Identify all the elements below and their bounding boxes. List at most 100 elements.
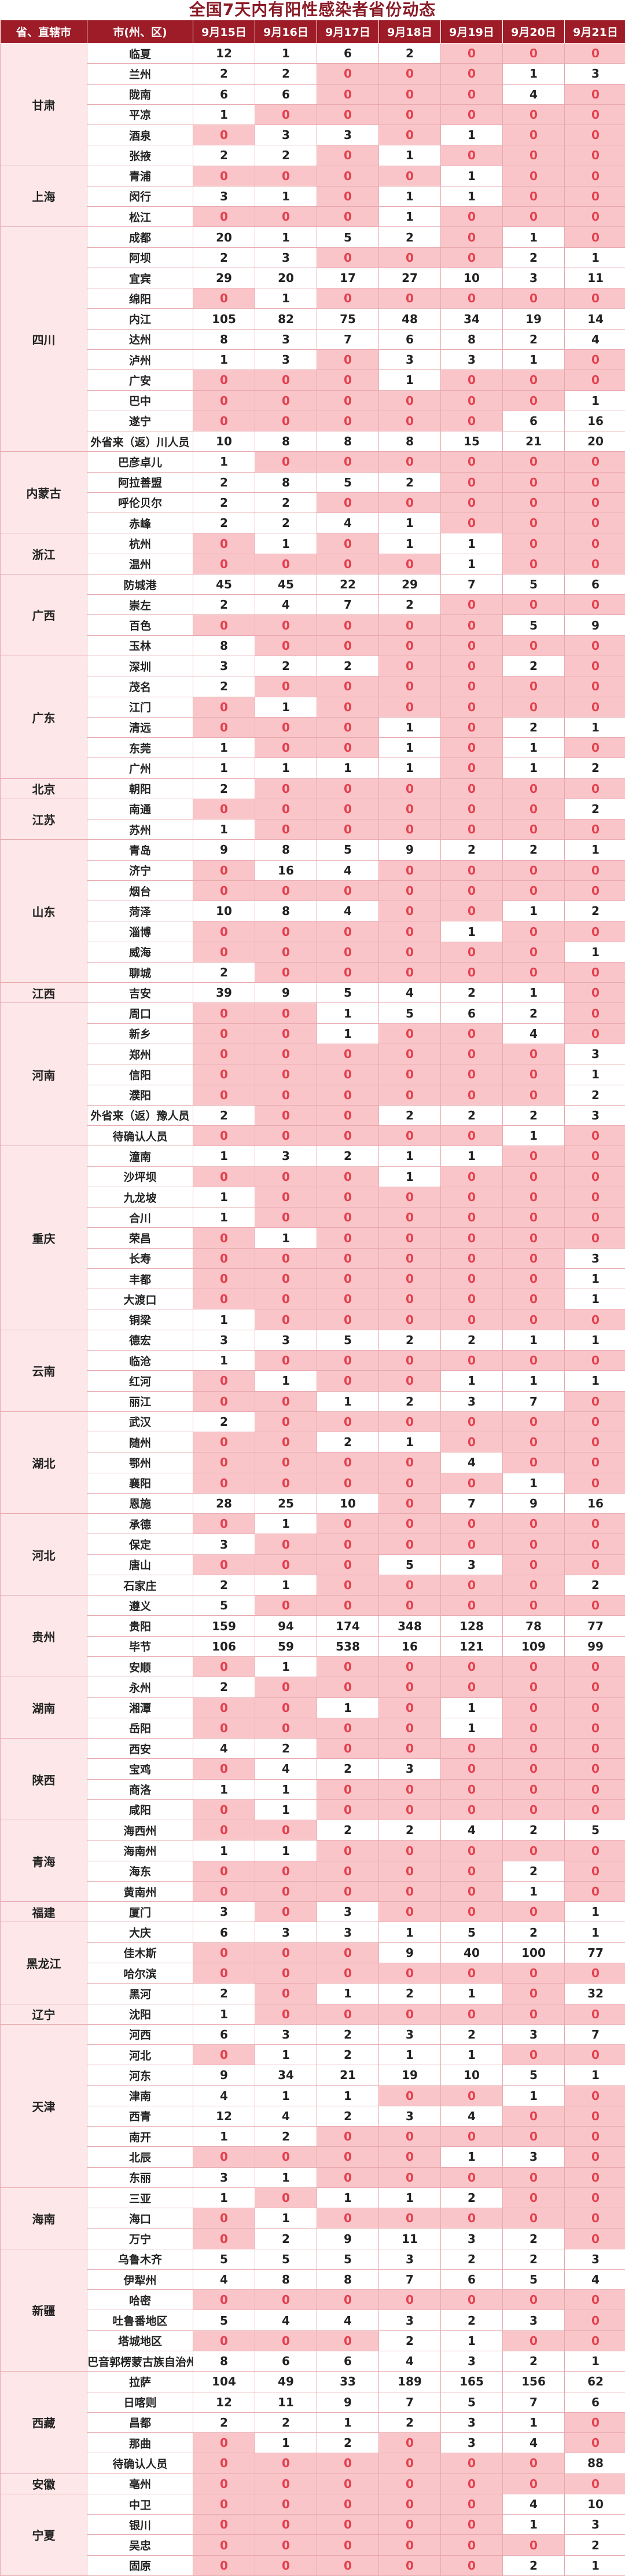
count-cell: 0: [503, 2167, 565, 2187]
count-cell: 0: [379, 901, 441, 921]
count-cell: 0: [255, 2187, 317, 2208]
count-cell: 3: [193, 186, 255, 206]
count-cell: 0: [317, 145, 379, 166]
city-cell: 松江: [87, 207, 193, 227]
count-cell: 1: [379, 1922, 441, 1942]
count-cell: 0: [565, 2473, 625, 2494]
city-cell: 陇南: [87, 84, 193, 104]
count-cell: 0: [379, 125, 441, 145]
count-cell: 0: [379, 288, 441, 309]
province-cell: 甘肃: [1, 43, 87, 166]
count-cell: 0: [441, 513, 503, 533]
count-cell: 0: [565, 1309, 625, 1330]
count-cell: 0: [565, 207, 625, 227]
city-cell: 中卫: [87, 2494, 193, 2514]
count-cell: 0: [193, 2535, 255, 2555]
count-cell: 0: [255, 1432, 317, 1452]
header-day-2: 9月16日: [255, 20, 317, 43]
count-cell: 2: [503, 656, 565, 676]
count-cell: 0: [441, 1208, 503, 1228]
count-cell: 0: [441, 1514, 503, 1534]
count-cell: 0: [193, 2555, 255, 2575]
count-cell: 0: [441, 1677, 503, 1697]
city-cell: 西青: [87, 2106, 193, 2126]
count-cell: 0: [193, 1085, 255, 1105]
province-cell: 广东: [1, 656, 87, 778]
city-cell: 毕节: [87, 1636, 193, 1656]
city-cell: 保定: [87, 1534, 193, 1554]
count-cell: 62: [565, 2372, 625, 2392]
count-cell: 10: [441, 268, 503, 288]
count-cell: 29: [193, 268, 255, 288]
count-cell: 2: [441, 840, 503, 860]
count-cell: 0: [503, 104, 565, 125]
count-cell: 2: [317, 2024, 379, 2044]
city-cell: 湘潭: [87, 1697, 193, 1718]
count-cell: 3: [379, 1759, 441, 1779]
count-cell: 0: [441, 1044, 503, 1064]
count-cell: 0: [317, 1248, 379, 1268]
city-cell: 鄂州: [87, 1452, 193, 1473]
count-cell: 1: [255, 1575, 317, 1595]
count-cell: 5: [193, 1596, 255, 1616]
province-cell: 江苏: [1, 799, 87, 840]
count-cell: 0: [441, 1963, 503, 1983]
count-cell: 6: [193, 84, 255, 104]
count-cell: 1: [255, 1228, 317, 1248]
count-cell: 0: [441, 1166, 503, 1187]
count-cell: 1: [503, 349, 565, 369]
count-cell: 0: [193, 1473, 255, 1493]
count-cell: 2: [255, 656, 317, 676]
count-cell: 4: [565, 329, 625, 349]
count-cell: 1: [255, 533, 317, 554]
count-cell: 0: [317, 1044, 379, 1064]
count-cell: 0: [379, 615, 441, 635]
count-cell: 0: [503, 166, 565, 186]
city-cell: 德宏: [87, 1330, 193, 1350]
count-cell: 0: [255, 1596, 317, 1616]
city-cell: 外省来（返）川人员: [87, 431, 193, 452]
city-cell: 随州: [87, 1432, 193, 1452]
count-cell: 0: [379, 166, 441, 186]
count-cell: 0: [317, 349, 379, 369]
city-cell: 大渡口: [87, 1289, 193, 1309]
count-cell: 1: [317, 1023, 379, 1044]
count-cell: 0: [503, 2535, 565, 2555]
count-cell: 2: [317, 2045, 379, 2065]
city-cell: 海西州: [87, 1820, 193, 1840]
count-cell: 0: [379, 247, 441, 268]
count-cell: 0: [255, 2147, 317, 2167]
count-cell: 4: [255, 2310, 317, 2330]
count-cell: 5: [317, 2249, 379, 2269]
count-cell: 0: [379, 452, 441, 472]
count-cell: 0: [441, 2555, 503, 2575]
province-cell: 西藏: [1, 2372, 87, 2473]
count-cell: 0: [317, 2453, 379, 2473]
count-cell: 0: [317, 1309, 379, 1330]
count-cell: 0: [317, 1739, 379, 1759]
count-cell: 3: [565, 2249, 625, 2269]
count-cell: 0: [255, 2494, 317, 2514]
count-cell: 0: [255, 2515, 317, 2535]
count-cell: 1: [441, 921, 503, 942]
count-cell: 0: [379, 2555, 441, 2575]
count-cell: 0: [441, 411, 503, 431]
city-cell: 三亚: [87, 2187, 193, 2208]
count-cell: 7: [503, 1391, 565, 1411]
count-cell: 0: [379, 656, 441, 676]
count-cell: 1: [379, 717, 441, 737]
city-cell: 红河: [87, 1371, 193, 1391]
count-cell: 0: [317, 1554, 379, 1575]
count-cell: 0: [193, 1963, 255, 1983]
count-cell: 0: [317, 1411, 379, 1432]
